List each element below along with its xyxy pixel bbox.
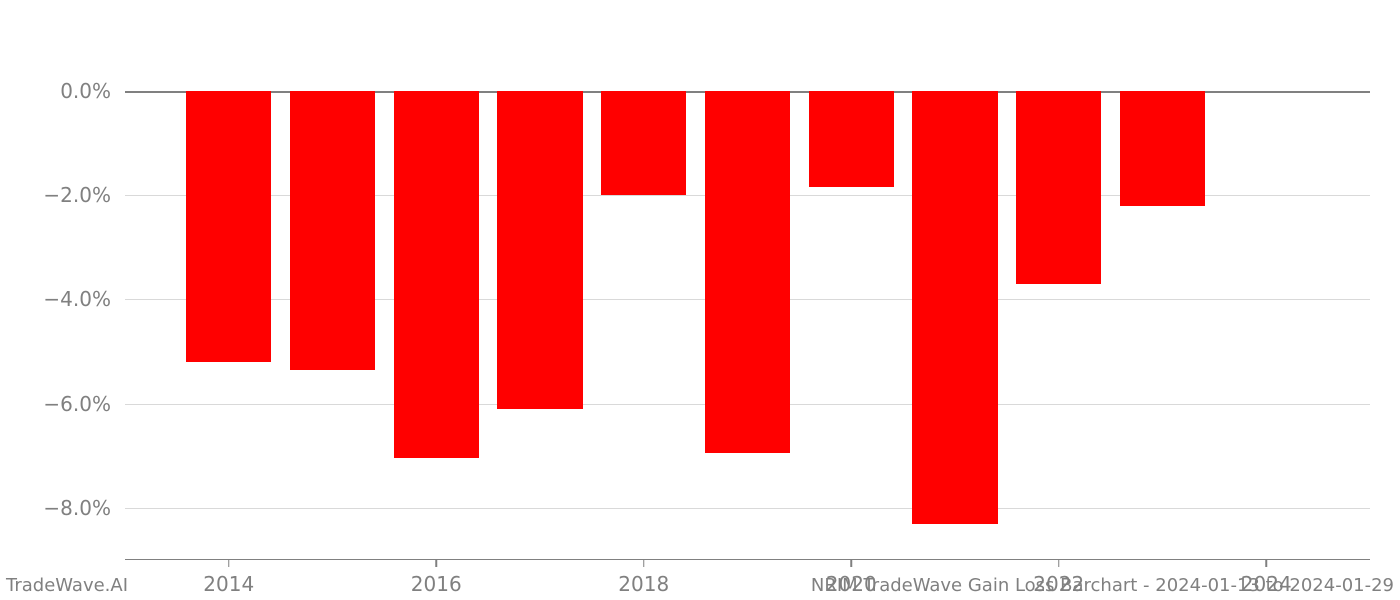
bar [705,91,790,453]
footer-brand: TradeWave.AI [6,575,128,596]
plot-area: 0.0%−2.0%−4.0%−6.0%−8.0%2014201620182020… [125,65,1370,560]
bar [497,91,582,409]
x-tick-label: 2018 [618,560,669,596]
gridline [125,508,1370,509]
bar [186,91,271,362]
bar [1016,91,1101,284]
y-tick-label: 0.0% [60,79,125,103]
y-tick-label: −2.0% [43,183,125,207]
bar [290,91,375,370]
bar [809,91,894,187]
y-tick-label: −4.0% [43,287,125,311]
y-tick-label: −8.0% [43,496,125,520]
footer-caption: NRIM TradeWave Gain Loss Barchart - 2024… [811,575,1394,596]
bar [601,91,686,195]
y-tick-label: −6.0% [43,392,125,416]
bar [1120,91,1205,206]
gain-loss-barchart: 0.0%−2.0%−4.0%−6.0%−8.0%2014201620182020… [0,0,1400,600]
x-tick-label: 2016 [411,560,462,596]
x-axis-spine [125,559,1370,561]
x-tick-label: 2014 [203,560,254,596]
bar [394,91,479,458]
bar [912,91,997,523]
